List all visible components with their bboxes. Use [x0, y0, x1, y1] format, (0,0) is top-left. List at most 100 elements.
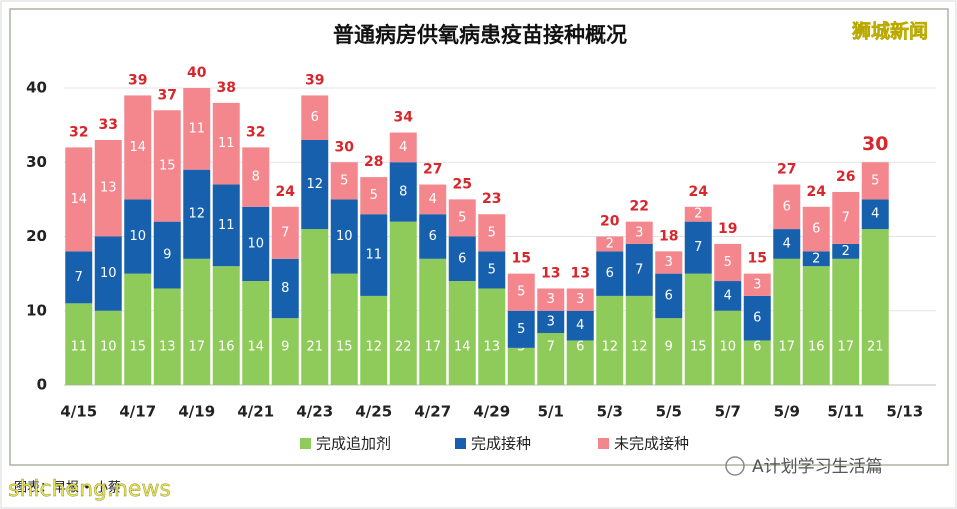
bar-segment: [802, 251, 830, 267]
total-label: 38: [217, 80, 236, 96]
segment-label: 15: [159, 158, 176, 173]
legend-label: 未完成接种: [614, 435, 689, 453]
bar-segment: [655, 273, 683, 319]
segment-label: 6: [783, 199, 791, 214]
x-tick-label: 5/3: [597, 403, 623, 421]
bar-segment: [714, 281, 742, 311]
bar-segment: [94, 310, 122, 385]
bar-segment: [596, 295, 624, 385]
x-tick-label: 4/27: [414, 403, 451, 421]
total-label: 39: [128, 72, 147, 88]
legend-swatch: [598, 438, 609, 449]
segment-label: 8: [399, 184, 407, 199]
segment-label: 3: [576, 292, 584, 307]
bar-segment: [389, 132, 417, 163]
segment-label: 6: [311, 110, 319, 125]
legend-swatch: [455, 438, 466, 449]
segment-label: 3: [547, 314, 555, 329]
segment-label: 11: [365, 248, 382, 263]
segment-label: 12: [365, 340, 382, 355]
x-tick-label: 4/29: [473, 403, 510, 421]
segment-label: 16: [218, 340, 235, 355]
total-label: 15: [748, 251, 767, 267]
bar-segment: [183, 88, 211, 170]
segment-label: 13: [483, 340, 500, 355]
bar-segment: [153, 288, 181, 385]
bar-segment: [832, 191, 860, 244]
segment-label: 5: [724, 255, 732, 270]
bar-segment: [625, 295, 653, 385]
bar-segment: [419, 258, 447, 385]
segment-label: 12: [631, 340, 648, 355]
segment-label: 4: [724, 288, 732, 303]
x-tick-label: 5/13: [886, 403, 923, 421]
bar-segment: [330, 162, 358, 200]
total-label: 13: [541, 265, 560, 281]
bar-segment: [537, 310, 565, 334]
bar-segment: [330, 199, 358, 274]
total-label: 24: [689, 184, 709, 200]
total-label: 23: [482, 191, 501, 207]
bar-segment: [566, 310, 594, 341]
bar-segment: [124, 199, 152, 274]
segment-label: 3: [635, 225, 643, 240]
bar-segment: [212, 184, 240, 267]
bar-segment: [389, 162, 417, 222]
segment-label: 7: [75, 270, 83, 285]
bar-segment: [684, 206, 712, 222]
brand-watermark: 狮城新闻: [852, 20, 928, 43]
bar-segment: [330, 273, 358, 385]
segment-label: 10: [336, 229, 353, 244]
total-label: 33: [99, 117, 118, 133]
bar-segment: [448, 199, 476, 237]
segment-label: 6: [665, 288, 673, 303]
source-credit: 图表：早报 • 小蔡: [14, 481, 121, 496]
x-tick-label: 4/19: [178, 403, 215, 421]
account-watermark: A计划学习生活篇: [752, 457, 883, 477]
total-label: 19: [718, 221, 737, 237]
segment-label: 5: [517, 322, 525, 337]
legend-swatch: [300, 438, 311, 449]
bar-segment: [389, 221, 417, 385]
segment-label: 5: [488, 262, 496, 277]
x-tick-label: 5/7: [715, 403, 741, 421]
total-label: 24: [276, 184, 296, 200]
total-label: 28: [364, 154, 383, 170]
bar-segment: [802, 266, 830, 385]
segment-label: 22: [395, 340, 412, 355]
segment-label: 5: [340, 173, 348, 188]
segment-label: 6: [576, 340, 584, 355]
segment-label: 2: [694, 207, 702, 222]
bar-segment: [271, 206, 299, 259]
segment-label: 9: [665, 340, 673, 355]
segment-label: 5: [458, 210, 466, 225]
segment-label: 11: [188, 121, 205, 136]
bar-segment: [301, 139, 329, 230]
bar-segment: [507, 347, 535, 385]
segment-label: 4: [783, 236, 791, 251]
bar-segment: [360, 214, 388, 296]
y-tick-label: 0: [37, 376, 47, 394]
segment-label: 14: [247, 340, 264, 355]
bar-segment: [773, 258, 801, 385]
x-tick-label: 4/17: [119, 403, 156, 421]
segment-label: 7: [635, 262, 643, 277]
segment-label: 14: [454, 340, 471, 355]
bar-segment: [773, 229, 801, 259]
segment-label: 8: [252, 170, 260, 185]
bar-segment: [65, 303, 93, 385]
x-tick-label: 4/25: [355, 403, 392, 421]
segment-label: 11: [70, 340, 87, 355]
bar-segment: [360, 295, 388, 385]
x-tick-label: 5/9: [774, 403, 800, 421]
bar-segment: [153, 221, 181, 289]
segment-label: 9: [163, 248, 171, 263]
bar-segment: [242, 281, 270, 385]
bar-segment: [124, 95, 152, 200]
segment-label: 9: [281, 340, 289, 355]
total-label: 30: [335, 139, 355, 155]
bar-segment: [153, 110, 181, 222]
segment-label: 15: [690, 340, 707, 355]
bar-segment: [684, 273, 712, 385]
bar-segment: [478, 288, 506, 385]
